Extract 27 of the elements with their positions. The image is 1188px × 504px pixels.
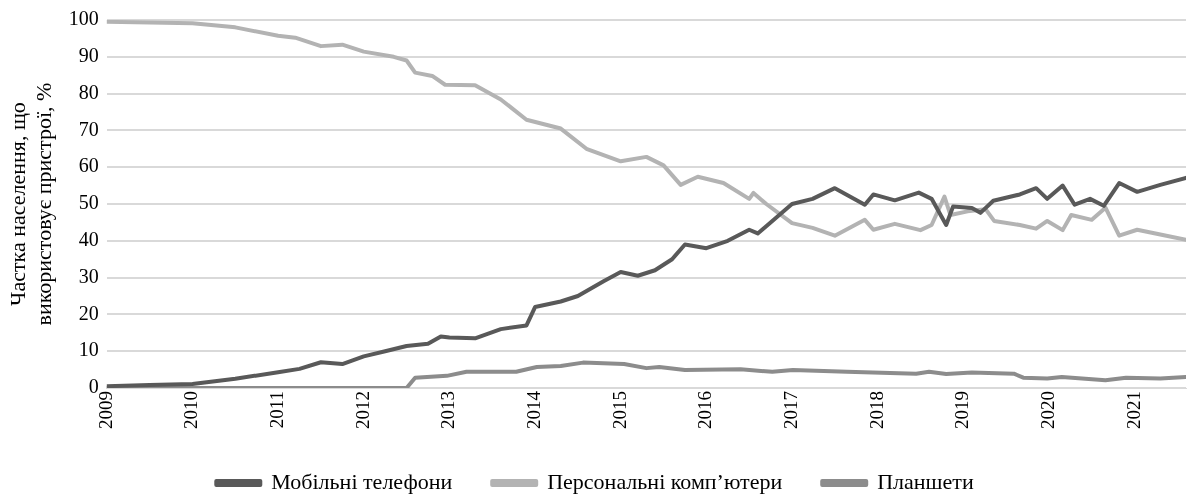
- y-tick-label: 90: [78, 44, 99, 67]
- x-tick-label: 2011: [266, 391, 288, 429]
- x-tick-label: 2020: [1036, 391, 1058, 429]
- x-tick-label: 2012: [351, 391, 373, 429]
- legend-label: Планшети: [877, 468, 974, 494]
- y-tick-label: 30: [78, 264, 99, 287]
- x-tick-label: 2021: [1122, 391, 1144, 429]
- x-tick-label: 2015: [608, 391, 630, 429]
- x-tick-label: 2017: [779, 391, 801, 429]
- legend-label: Персональні комп’ютери: [547, 468, 783, 494]
- x-tick-label: 2016: [694, 391, 716, 429]
- y-tick-label: 20: [78, 301, 99, 324]
- y-tick-label: 80: [78, 80, 99, 103]
- y-axis-title: Частка населення, що використовує пристрої, %: [4, 82, 57, 326]
- legend-label: Мобільні телефони: [271, 468, 453, 494]
- y-tick-label: 60: [78, 154, 99, 177]
- x-tick-label: 2013: [437, 391, 459, 429]
- y-tick-label: 50: [78, 191, 99, 214]
- x-tick-label: 2014: [523, 390, 545, 429]
- x-tick-label: 2019: [951, 391, 973, 429]
- y-tick-label: 100: [68, 7, 99, 30]
- y-tick-label: 10: [78, 338, 99, 361]
- y-tick-label: 40: [78, 228, 99, 251]
- x-tick-label: 2018: [865, 391, 887, 429]
- y-tick-label: 0: [88, 375, 99, 398]
- y-tick-label: 70: [78, 117, 99, 140]
- x-tick-label: 2010: [180, 391, 202, 429]
